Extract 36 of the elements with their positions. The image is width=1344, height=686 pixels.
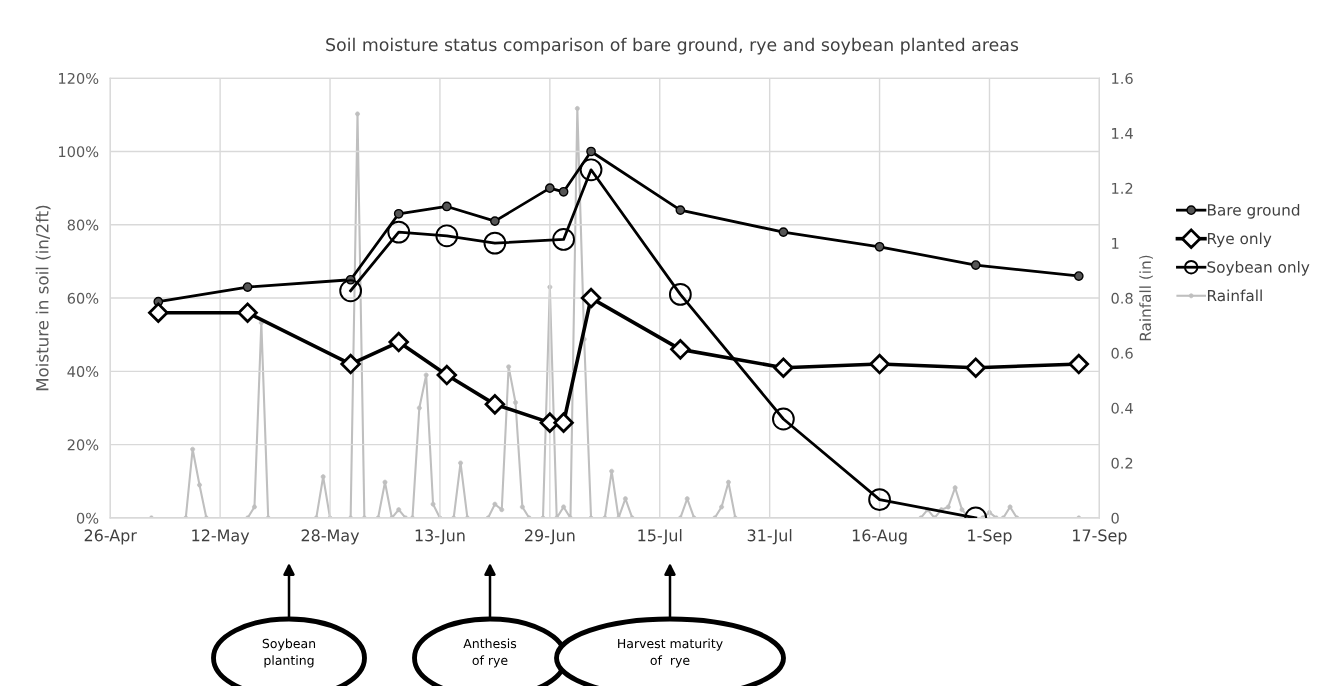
x-tick-label: 26-Apr: [84, 529, 137, 545]
y2-tick-label: 0.6: [1111, 347, 1133, 359]
y2-tick-label: 0.4: [1111, 402, 1133, 414]
x-tick-label: 1-Sep: [968, 529, 1012, 545]
y-tick-label: 80%: [67, 219, 99, 231]
legend-label: Soybean only: [1207, 260, 1310, 276]
y2-tick-label: 1.6: [1112, 72, 1133, 84]
legend-label: Rainfall: [1207, 289, 1262, 302]
y-axis-title: Moisture in soil (in/2ft): [35, 205, 51, 391]
text: Anthesis of rye: [463, 638, 517, 668]
text: Soybean planting: [262, 638, 316, 668]
legend-label: Bare ground: [1207, 203, 1300, 219]
text: Harvest maturity of rye: [618, 638, 723, 668]
x-tick-label: 15-Jul: [638, 529, 682, 545]
x-tick-label: 13-Jun: [415, 529, 465, 545]
y2-tick-label: 0: [1111, 512, 1119, 524]
chart-title: Soil moisture status comparison of bare ground, rye and soybean planted areas: [326, 37, 1019, 55]
x-tick-label: 12-May: [192, 529, 250, 545]
x-tick-label: 28-May: [301, 529, 360, 545]
y-tick-label: 100%: [59, 146, 99, 158]
y-tick-label: 120%: [59, 72, 99, 84]
x-tick-label: 17-Sep: [1073, 529, 1127, 545]
y-tick-label: 60%: [67, 292, 99, 304]
y-tick-label: 40%: [67, 366, 99, 378]
x-tick-label: 16-Aug: [852, 529, 907, 545]
y2-tick-label: 0.8: [1111, 292, 1133, 304]
y2-axis-title: Rainfall (in): [1139, 255, 1153, 341]
y-tick-label: 20%: [67, 439, 99, 451]
y2-tick-label: 1.4: [1112, 128, 1133, 139]
y2-tick-label: 1: [1112, 238, 1119, 249]
y2-tick-label: 0.2: [1111, 457, 1133, 469]
y-tick-label: 0%: [76, 512, 99, 524]
y2-tick-label: 1.2: [1112, 182, 1133, 194]
x-tick-label: 29-Jun: [525, 529, 575, 545]
x-tick-label: 31-Jul: [747, 529, 792, 545]
legend-label: Rye only: [1207, 232, 1272, 248]
